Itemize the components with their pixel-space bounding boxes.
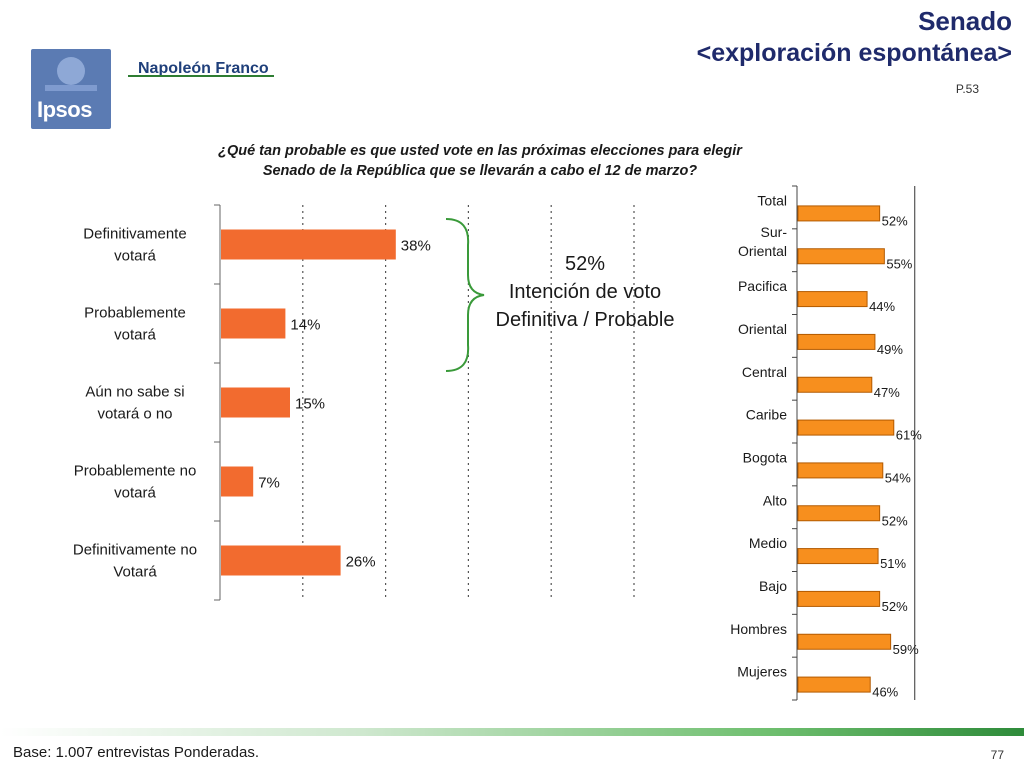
left-category-label: Definitivamente no	[73, 542, 197, 559]
right-bar-value-label: 46%	[872, 685, 898, 700]
left-category-label: votará	[114, 248, 156, 265]
left-bar-value-label: 14%	[290, 317, 320, 334]
left-bar	[221, 229, 396, 260]
right-bar-value-label: 52%	[882, 513, 908, 528]
right-category-label: Oriental	[738, 243, 787, 259]
right-bar	[797, 205, 881, 222]
left-bar	[221, 387, 290, 418]
right-bar	[797, 376, 873, 393]
right-bar	[797, 462, 884, 479]
question-line-1: ¿Qué tan probable es que usted vote en l…	[218, 143, 742, 159]
footer-divider	[0, 728, 1024, 736]
right-bar	[797, 548, 879, 565]
left-bar	[221, 308, 286, 339]
right-bar-value-label: 52%	[882, 213, 908, 228]
vote-likelihood-chart: 38% Definitivamente votará 14% Probablemente…	[73, 204, 635, 601]
annotation-percent: 52%	[564, 253, 606, 275]
left-bar	[221, 545, 341, 576]
left-category-label: votará	[114, 327, 156, 344]
right-category-label: Bogota	[743, 449, 788, 465]
page-title: Senado	[918, 6, 1012, 36]
left-category-label: votará o no	[97, 406, 172, 423]
right-category-label: Hombres	[730, 621, 787, 637]
footer-base-note: Base: 1.007 entrevistas Ponderadas.	[13, 744, 259, 761]
page-subtitle: <exploración espontánea>	[696, 39, 1012, 67]
left-bar-value-label: 15%	[295, 396, 325, 413]
left-bar-value-label: 38%	[401, 238, 431, 255]
left-category-label: Aún no sabe si	[85, 384, 184, 401]
partner-underline	[128, 75, 274, 77]
right-category-label: Total	[757, 192, 787, 208]
right-bar-value-label: 59%	[893, 642, 919, 657]
right-category-label: Alto	[763, 492, 787, 508]
ipsos-logo: Ipsos	[31, 49, 111, 129]
left-category-label: Votará	[113, 564, 157, 581]
left-category-label: Definitivamente	[83, 226, 186, 243]
partner-logo: Napoleón Franco	[138, 60, 269, 77]
left-category-label: votará	[114, 485, 156, 502]
right-category-label: Central	[742, 364, 787, 380]
right-bar	[797, 333, 876, 350]
question-line-2: Senado de la República que se llevarán a…	[262, 163, 698, 179]
left-category-label: Probablemente no	[74, 463, 197, 480]
logo-figure-icon	[45, 57, 97, 91]
left-bar-value-label: 26%	[346, 554, 376, 571]
page-number: 77	[990, 748, 1004, 762]
right-bar-value-label: 47%	[874, 385, 900, 400]
annotation-line-1: Intención de voto	[508, 281, 662, 303]
ipsos-logo-text: Ipsos	[37, 97, 92, 122]
right-bar-value-label: 54%	[885, 470, 911, 485]
right-bar	[797, 633, 892, 650]
left-bar	[221, 466, 254, 497]
survey-question: ¿Qué tan probable es que usted vote en l…	[150, 141, 810, 181]
right-bar	[797, 291, 868, 308]
right-bar-value-label: 51%	[880, 556, 906, 571]
right-bar-value-label: 44%	[869, 299, 895, 314]
right-bar	[797, 505, 881, 522]
right-bar-value-label: 49%	[877, 342, 903, 357]
right-bar-value-label: 55%	[886, 256, 912, 271]
brace-icon	[445, 218, 485, 372]
right-bar	[797, 676, 871, 693]
right-category-label: Bajo	[759, 578, 787, 594]
right-category-label: Pacifica	[738, 278, 787, 294]
left-bar-value-label: 7%	[258, 475, 280, 492]
right-bar	[797, 248, 885, 265]
left-category-label: Probablemente	[84, 305, 186, 322]
right-category-label: Oriental	[738, 321, 787, 337]
annotation-line-2: Definitiva / Probable	[495, 309, 675, 331]
page-reference: P.53	[955, 82, 979, 96]
right-bar	[797, 590, 881, 607]
right-category-label: Sur-	[761, 224, 788, 240]
right-category-label: Mujeres	[737, 664, 787, 680]
right-bar-value-label: 52%	[882, 599, 908, 614]
segment-breakdown-chart: 52% Total 55% Sur- Oriental 44% Pacifica 49% Ori…	[730, 185, 922, 701]
right-category-label: Medio	[749, 535, 787, 551]
right-category-label: Caribe	[746, 407, 787, 423]
right-bar-value-label: 61%	[896, 428, 922, 443]
right-bar	[797, 419, 895, 436]
